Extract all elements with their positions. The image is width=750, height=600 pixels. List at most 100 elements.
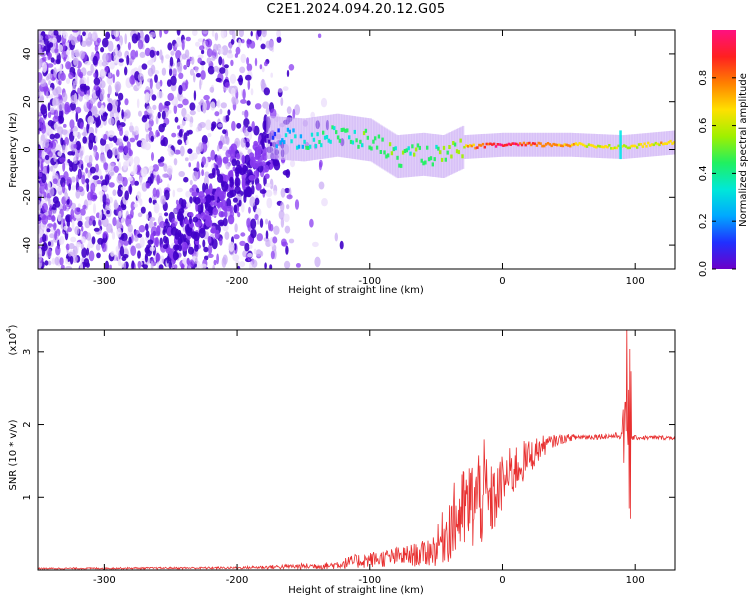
spectrogram-band-blob [241,177,246,189]
spectrogram-noise-blob [285,169,291,178]
spectrogram-noise-blob [101,184,108,191]
spectrogram-noise-blob [244,109,249,119]
spectrogram-noise-blob [211,30,215,37]
spectrogram-ridge-core [275,144,278,149]
spectrogram-noise-blob [86,76,90,86]
spectrogram-noise-blob [259,189,267,194]
spectrogram-noise-blob [94,44,99,52]
spectrogram-noise-blob [45,197,48,203]
spectrogram-noise-blob [178,171,185,177]
spectrogram-noise-blob [213,65,219,72]
spectrogram-ridge-core [487,142,490,146]
spectrogram-band-blob [260,161,267,167]
spectrogram-noise-blob [259,218,264,228]
spectrogram-band-blob [234,186,241,194]
spectrogram-band-blob [249,152,255,159]
spectrogram-x-tick-label: 100 [626,276,645,287]
spectrogram-noise-blob [91,105,98,116]
spectrogram-noise-blob [41,173,47,184]
spectrogram-noise-blob [130,49,137,60]
spectrogram-noise-blob [253,248,257,255]
spectrogram-streak [619,130,622,160]
spectrogram-noise-blob [182,98,189,106]
spectrogram-ridge-core [639,143,643,146]
spectrogram-noise-blob [195,41,200,47]
spectrogram-noise-blob [152,104,157,111]
spectrogram-band-blob [168,261,172,269]
spectrogram-noise-blob [113,199,118,210]
spectrogram-ridge-core [465,144,468,147]
spectrogram-ridge-core [271,135,275,140]
spectrogram-y-tick-label: -40 [22,237,33,253]
spectrogram-band-blob [251,184,255,195]
spectrogram-noise-blob [147,59,153,66]
spectrogram-noise-blob [102,193,107,205]
spectrogram-noise-blob [246,100,251,106]
spectrogram-ridge-halo [336,113,339,157]
spectrogram-ridge-core [344,128,347,133]
spectrogram-noise-blob [99,91,105,102]
spectrogram-ridge-halo [388,130,392,174]
spectrogram-ridge-core [563,143,566,146]
spectrogram-noise-blob [141,63,148,70]
spectrogram-noise-blob [225,114,230,122]
spectrogram-ridge-core [322,130,325,135]
spectrogram-ridge-core [353,129,356,134]
spectrogram-ridge-halo [291,117,294,161]
spectrogram-band-blob [191,191,199,197]
spectrogram-ridge-halo [353,116,356,160]
spectrogram-ridge-core [348,135,351,140]
spectrogram-ridge-core [440,157,444,162]
spectrogram-noise-blob [254,57,258,67]
spectrogram-band-blob [234,177,241,188]
spectrogram-noise-blob [57,44,64,52]
spectrogram-noise-blob [69,255,74,265]
spectrogram-band-blob [256,146,262,157]
spectrogram-band-blob [192,216,199,223]
spectrogram-noise-blob [217,157,223,168]
spectrogram-band-blob [188,211,194,218]
spectrogram-noise-blob [123,161,127,171]
spectrogram-ridge-core [411,144,414,149]
spectrogram-noise-blob [132,131,137,136]
spectrogram-noise-blob [264,262,267,269]
spectrogram-noise-blob [280,187,286,198]
spectrogram-noise-blob [98,59,103,67]
spectrogram-noise-blob [48,128,54,136]
spectrogram-noise-blob [161,55,164,61]
spectrogram-noise-blob [265,107,270,115]
spectrogram-noise-blob [111,147,119,156]
spectrogram-noise-blob [249,244,253,249]
spectrogram-noise-blob [120,262,125,268]
spectrogram-ridge-halo [337,113,341,157]
spectrogram-noise-blob [260,43,266,50]
spectrogram-noise-blob [149,165,154,172]
spectrogram-noise-blob [79,83,87,90]
spectrogram-noise-blob [77,203,81,209]
spectrogram-ridge-halo [310,117,313,161]
spectrogram-noise-blob [89,97,96,105]
spectrogram-noise-blob [155,81,161,90]
spectrogram-ridge-core [470,144,473,148]
spectrogram-noise-blob [93,149,97,158]
spectrogram-noise-blob [106,210,110,215]
spectrogram-ridge-halo [438,134,441,178]
spectrogram-noise-blob [164,212,169,217]
spectrogram-ridge-halo [423,132,427,176]
spectrogram-noise-blob [124,33,127,45]
spectrogram-ridge-halo [646,132,650,157]
spectrogram-noise-blob [48,206,52,218]
spectrogram-noise-blob [46,91,49,99]
spectrogram-noise-blob [221,257,227,268]
spectrogram-ridge-core [424,160,427,165]
spectrogram-ridge-core [323,135,327,140]
spectrogram-noise-blob [61,92,68,103]
spectrogram-ridge-core [366,135,369,140]
spectrogram-ridge-core [630,144,633,148]
spectrogram-noise-blob [254,213,259,221]
spectrogram-ridge-halo [269,116,272,159]
spectrogram-noise-blob [141,139,148,150]
spectrogram-noise-blob [91,51,95,58]
spectrogram-ridge-core [459,138,462,143]
spectrogram-noise-blob [112,216,117,227]
